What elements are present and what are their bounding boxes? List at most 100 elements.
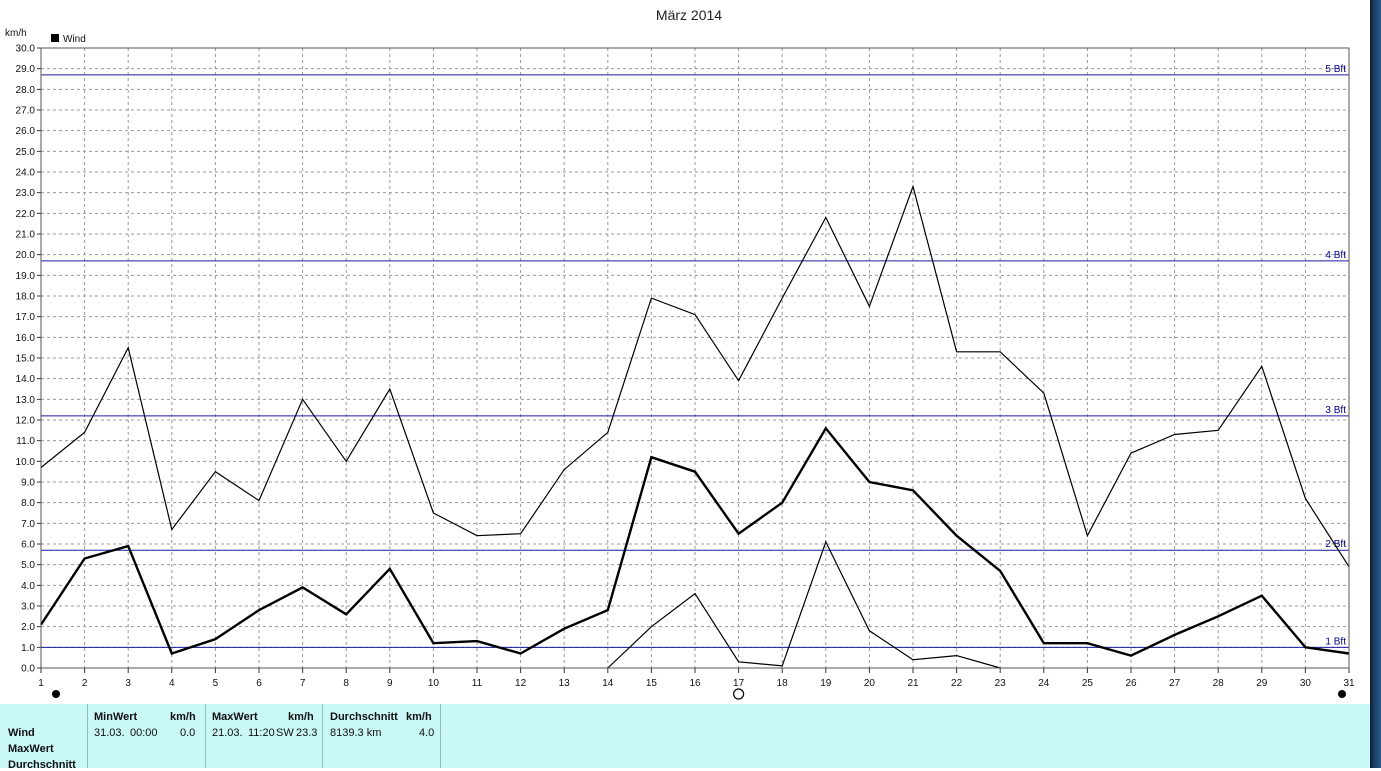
x-tick-label: 21 (907, 678, 919, 689)
y-tick-label: 22.0 (16, 209, 36, 220)
series-line-average (39, 426, 1350, 657)
x-tick-label: 4 (169, 678, 175, 689)
row-label-maxwert: MaxWert (8, 743, 54, 755)
y-axis-unit: km/h (5, 28, 27, 39)
x-tick-label: 27 (1169, 678, 1181, 689)
y-tick-label: 30.0 (16, 44, 36, 55)
max-time: 11:20 (248, 727, 275, 739)
x-tick-label: 6 (256, 678, 262, 689)
x-tick-label: 5 (213, 678, 219, 689)
x-tick-label: 19 (820, 678, 832, 689)
x-tick-label: 7 (300, 678, 306, 689)
legend-swatch (51, 34, 59, 42)
y-tick-label: 9.0 (21, 478, 35, 489)
stats-label-column (0, 704, 88, 768)
new-moon-icon (1338, 690, 1346, 698)
full-moon-icon (732, 688, 745, 700)
beaufort-label: 3 Bft (1325, 405, 1346, 416)
avg-distance: 8139.3 km (330, 727, 382, 739)
y-tick-label: 14.0 (16, 374, 36, 385)
stats-panel: Wind MaxWert Durchschnitt MinWert km/h 3… (0, 704, 1370, 771)
x-tick-label: 29 (1256, 678, 1268, 689)
series-lines (39, 184, 1350, 669)
legend-label: Wind (63, 34, 86, 45)
y-tick-label: 8.0 (21, 498, 35, 509)
x-tick-label: 30 (1300, 678, 1312, 689)
avg-header: Durchschnitt (330, 711, 398, 723)
stats-max-column: MaxWert km/h 21.03. 11:20 SW 23.3 (206, 704, 323, 768)
max-date: 21.03. (212, 727, 243, 739)
avg-value: 4.0 (419, 727, 435, 739)
min-date: 31.03. (94, 727, 125, 739)
y-tick-label: 20.0 (16, 250, 36, 261)
min-header: MinWert (94, 711, 138, 723)
new-moon-icon (52, 690, 60, 698)
stats-avg-column: Durchschnitt km/h 8139.3 km 4.0 (323, 704, 441, 768)
axes: 0.01.02.03.04.05.06.07.08.09.010.011.012… (16, 44, 1355, 690)
plot-frame (40, 47, 1350, 669)
x-tick-label: 18 (777, 678, 789, 689)
x-tick-label: 17 (733, 678, 745, 689)
y-tick-label: 3.0 (21, 602, 35, 613)
y-tick-label: 6.0 (21, 540, 35, 551)
y-tick-label: 29.0 (16, 64, 36, 75)
y-tick-label: 5.0 (21, 560, 35, 571)
x-tick-label: 9 (387, 678, 393, 689)
y-tick-label: 17.0 (16, 312, 36, 323)
window-edge (1370, 0, 1381, 768)
x-tick-label: 3 (125, 678, 131, 689)
y-tick-label: 12.0 (16, 416, 36, 427)
x-tick-label: 24 (1038, 678, 1050, 689)
y-tick-label: 11.0 (16, 436, 35, 447)
max-direction: SW (276, 727, 294, 739)
y-tick-label: 25.0 (16, 147, 36, 158)
x-tick-label: 2 (82, 678, 88, 689)
row-label-wind: Wind (8, 727, 35, 739)
x-tick-label: 20 (864, 678, 876, 689)
y-tick-label: 10.0 (16, 457, 36, 468)
y-tick-label: 1.0 (21, 643, 35, 654)
y-tick-label: 19.0 (16, 271, 36, 282)
min-time: 00:00 (130, 727, 158, 739)
y-tick-label: 26.0 (16, 126, 36, 137)
beaufort-label: 1 Bft (1325, 636, 1346, 647)
chart-title: März 2014 (656, 7, 722, 23)
min-value: 0.0 (180, 727, 196, 739)
x-tick-label: 16 (689, 678, 701, 689)
series-line-max (40, 184, 1350, 568)
beaufort-label: 2 Bft (1325, 539, 1346, 550)
y-tick-label: 13.0 (16, 395, 36, 406)
y-tick-label: 16.0 (16, 333, 36, 344)
y-tick-label: 21.0 (16, 230, 36, 241)
y-tick-label: 4.0 (21, 581, 35, 592)
x-tick-label: 25 (1082, 678, 1094, 689)
max-header: MaxWert (212, 711, 258, 723)
x-tick-label: 12 (515, 678, 527, 689)
x-tick-label: 14 (602, 678, 614, 689)
min-unit: km/h (170, 711, 196, 723)
x-tick-label: 26 (1125, 678, 1137, 689)
y-tick-label: 27.0 (16, 106, 36, 117)
wind-chart: März 2014 km/h Wind 1 Bft 2 Bft 3 Bft 4 Bft… (5, 7, 1355, 700)
stats-min-column: MinWert km/h 31.03. 00:00 0.0 (88, 704, 206, 768)
y-tick-label: 2.0 (21, 622, 35, 633)
y-tick-label: 7.0 (21, 519, 35, 530)
y-tick-label: 24.0 (16, 168, 36, 179)
x-tick-label: 31 (1343, 678, 1355, 689)
y-tick-label: 23.0 (16, 188, 36, 199)
y-tick-label: 0.0 (21, 664, 35, 675)
y-tick-label: 15.0 (16, 354, 36, 365)
x-tick-label: 23 (995, 678, 1007, 689)
max-value: 23.3 (296, 727, 318, 739)
grid (41, 48, 1349, 668)
x-tick-label: 10 (428, 678, 440, 689)
y-tick-label: 18.0 (16, 292, 36, 303)
beaufort-label: 4 Bft (1325, 250, 1346, 261)
max-unit: km/h (288, 711, 314, 723)
x-tick-label: 8 (343, 678, 349, 689)
beaufort-label: 5 Bft (1325, 64, 1346, 75)
x-tick-label: 15 (646, 678, 658, 689)
x-tick-label: 1 (38, 678, 44, 689)
avg-unit: km/h (406, 711, 432, 723)
moon-phases (52, 688, 1346, 700)
